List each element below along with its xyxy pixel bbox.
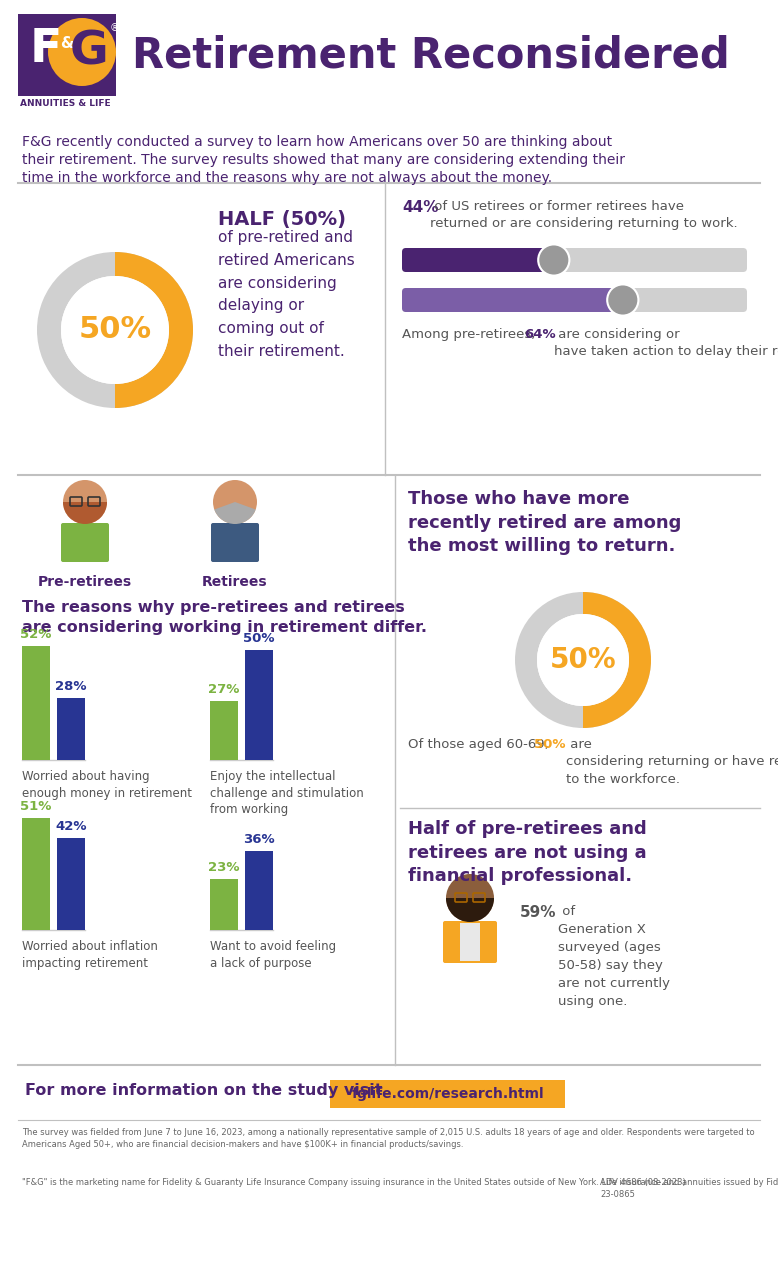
Text: For more information on the study visit: For more information on the study visit (25, 1083, 383, 1098)
Text: Half of pre-retirees and
retirees are not using a
financial professional.: Half of pre-retirees and retirees are no… (408, 820, 647, 886)
Text: "F&G" is the marketing name for Fidelity & Guaranty Life Insurance Company issui: "F&G" is the marketing name for Fidelity… (22, 1178, 778, 1187)
Text: time in the workforce and the reasons why are not always about the money.: time in the workforce and the reasons wh… (22, 172, 552, 186)
Text: of
Generation X
surveyed (ages
50-58) say they
are not currently
using one.: of Generation X surveyed (ages 50-58) sa… (558, 905, 670, 1009)
Wedge shape (446, 899, 494, 922)
FancyBboxPatch shape (210, 879, 238, 931)
Text: HALF (50%): HALF (50%) (218, 210, 346, 229)
FancyBboxPatch shape (245, 650, 273, 760)
Text: 28%: 28% (55, 681, 87, 694)
FancyBboxPatch shape (22, 818, 50, 931)
Text: Want to avoid feeling
a lack of purpose: Want to avoid feeling a lack of purpose (210, 940, 336, 969)
Text: The survey was fielded from June 7 to June 16, 2023, among a nationally represen: The survey was fielded from June 7 to Ju… (22, 1128, 755, 1149)
Text: &: & (60, 37, 73, 51)
FancyBboxPatch shape (22, 645, 50, 760)
Text: The reasons why pre-retirees and retirees
are considering working in retirement : The reasons why pre-retirees and retiree… (22, 600, 427, 635)
Text: 64%: 64% (524, 328, 555, 340)
Text: 50%: 50% (79, 315, 152, 344)
Wedge shape (115, 252, 193, 408)
FancyBboxPatch shape (211, 524, 259, 562)
Text: 51%: 51% (20, 800, 51, 813)
Wedge shape (63, 502, 107, 524)
Text: 42%: 42% (55, 819, 87, 832)
FancyBboxPatch shape (57, 837, 85, 931)
Text: Of those aged 60-69,: Of those aged 60-69, (408, 739, 553, 751)
Circle shape (607, 284, 639, 316)
FancyBboxPatch shape (210, 700, 238, 760)
Text: 59%: 59% (520, 905, 556, 920)
FancyBboxPatch shape (402, 288, 747, 312)
Text: 44%: 44% (402, 200, 439, 215)
Circle shape (63, 480, 107, 524)
Text: Those who have more
recently retired are among
the most willing to return.: Those who have more recently retired are… (408, 490, 682, 556)
FancyBboxPatch shape (402, 288, 623, 312)
Text: G: G (70, 29, 109, 74)
Text: fglife.com/research.html: fglife.com/research.html (352, 1087, 545, 1101)
Text: F: F (30, 27, 62, 73)
FancyBboxPatch shape (245, 851, 273, 931)
Circle shape (538, 244, 569, 275)
FancyBboxPatch shape (61, 524, 109, 562)
FancyBboxPatch shape (330, 1080, 565, 1108)
Text: of pre-retired and
retired Americans
are considering
delaying or
coming out of
t: of pre-retired and retired Americans are… (218, 230, 355, 358)
Text: Pre-retirees: Pre-retirees (38, 575, 132, 589)
Wedge shape (515, 591, 651, 728)
Text: 50%: 50% (244, 632, 275, 645)
Text: 52%: 52% (20, 627, 51, 640)
Text: Retirees: Retirees (202, 575, 268, 589)
Text: 50%: 50% (534, 739, 566, 751)
FancyBboxPatch shape (460, 923, 480, 961)
Text: Retirement Reconsidered: Retirement Reconsidered (132, 35, 730, 77)
Text: are considering or
have taken action to delay their retirement.: are considering or have taken action to … (554, 328, 778, 358)
Text: Among pre-retirees,: Among pre-retirees, (402, 328, 540, 340)
FancyBboxPatch shape (57, 699, 85, 760)
Wedge shape (214, 502, 256, 524)
FancyBboxPatch shape (18, 14, 116, 96)
Text: 50%: 50% (550, 646, 616, 675)
FancyBboxPatch shape (402, 248, 747, 271)
Text: 36%: 36% (244, 833, 275, 846)
Text: ANNUITIES & LIFE: ANNUITIES & LIFE (20, 99, 110, 108)
Text: 27%: 27% (209, 682, 240, 695)
Text: ®: ® (110, 23, 120, 33)
Circle shape (446, 874, 494, 922)
Circle shape (48, 18, 116, 86)
Text: Worried about inflation
impacting retirement: Worried about inflation impacting retire… (22, 940, 158, 969)
Circle shape (213, 480, 257, 524)
Text: 23%: 23% (209, 861, 240, 874)
Wedge shape (583, 591, 651, 728)
Text: are
considering returning or have returned
to the workforce.: are considering returning or have return… (566, 739, 778, 786)
Text: Enjoy the intellectual
challenge and stimulation
from working: Enjoy the intellectual challenge and sti… (210, 771, 364, 817)
FancyBboxPatch shape (402, 248, 554, 271)
Text: Worried about having
enough money in retirement: Worried about having enough money in ret… (22, 771, 192, 800)
FancyBboxPatch shape (443, 922, 497, 963)
Circle shape (537, 614, 629, 707)
Text: F&G recently conducted a survey to learn how Americans over 50 are thinking abou: F&G recently conducted a survey to learn… (22, 134, 612, 148)
Text: their retirement. The survey results showed that many are considering extending : their retirement. The survey results sho… (22, 154, 625, 166)
Text: of US retirees or former retirees have
returned or are considering returning to : of US retirees or former retirees have r… (430, 200, 738, 230)
Wedge shape (37, 252, 193, 408)
Text: ADV 4686 (08-2023)
23-0865: ADV 4686 (08-2023) 23-0865 (600, 1178, 685, 1199)
Circle shape (61, 276, 169, 384)
